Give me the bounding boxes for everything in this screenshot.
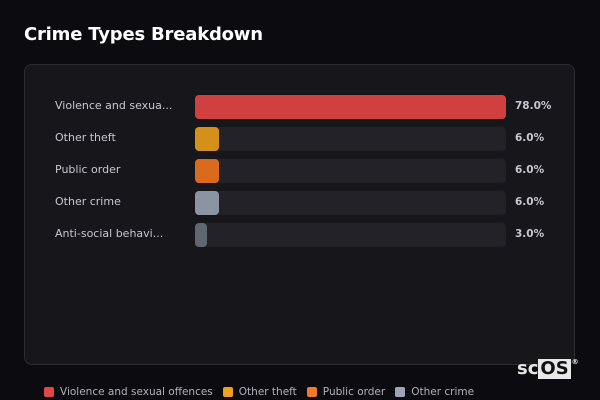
logo-boxed: OS bbox=[538, 358, 571, 379]
bar-value: 78.0% bbox=[515, 100, 552, 112]
legend-swatch bbox=[222, 387, 233, 397]
bar-value: 6.0% bbox=[515, 196, 545, 208]
bar-row[interactable]: Other theft 6.0% bbox=[25, 127, 574, 151]
bar-row[interactable]: Public order 6.0% bbox=[25, 159, 574, 183]
bar-row[interactable]: Violence and sexua... 78.0% bbox=[25, 95, 574, 119]
bar-label: Other theft bbox=[55, 131, 116, 144]
bar-value: 6.0% bbox=[515, 164, 545, 176]
page-title: Crime Types Breakdown bbox=[24, 24, 263, 45]
bar-fill bbox=[195, 159, 219, 183]
chart-legend: Violence and sexual offences Other theft… bbox=[44, 386, 474, 398]
bar-track bbox=[195, 127, 506, 151]
legend-item[interactable]: Violence and sexual offences bbox=[44, 386, 213, 398]
bar-fill bbox=[195, 191, 219, 215]
bar-label: Violence and sexua... bbox=[55, 99, 173, 112]
bar-value: 6.0% bbox=[515, 132, 545, 144]
bar-fill bbox=[195, 95, 506, 119]
bar-row[interactable]: Anti-social behavi... 3.0% bbox=[25, 223, 574, 247]
bar-track bbox=[195, 95, 506, 119]
legend-label: Public order bbox=[322, 386, 386, 398]
bar-label: Other crime bbox=[55, 195, 121, 208]
legend-swatch bbox=[306, 387, 317, 397]
scos-logo: sc OS ® bbox=[517, 358, 579, 379]
legend-label: Violence and sexual offences bbox=[60, 386, 213, 398]
legend-label: Other crime bbox=[411, 386, 475, 398]
legend-item[interactable]: Public order bbox=[306, 386, 386, 398]
bar-track bbox=[195, 159, 506, 183]
bar-fill bbox=[195, 127, 219, 151]
chart-card: Violence and sexua... 78.0% Other theft … bbox=[24, 64, 575, 365]
legend-item[interactable]: Other crime bbox=[395, 386, 474, 398]
legend-label: Other theft bbox=[238, 386, 297, 398]
legend-swatch bbox=[395, 387, 406, 397]
registered-mark: ® bbox=[571, 358, 579, 366]
legend-swatch bbox=[44, 387, 54, 397]
legend-item[interactable]: Other theft bbox=[222, 386, 297, 398]
bar-value: 3.0% bbox=[515, 228, 545, 240]
bar-label: Anti-social behavi... bbox=[55, 227, 164, 240]
bar-label: Public order bbox=[55, 163, 121, 176]
bar-row[interactable]: Other crime 6.0% bbox=[25, 191, 574, 215]
logo-prefix: sc bbox=[517, 358, 539, 379]
bar-track bbox=[195, 223, 506, 247]
bar-fill bbox=[195, 223, 207, 247]
bar-track bbox=[195, 191, 506, 215]
